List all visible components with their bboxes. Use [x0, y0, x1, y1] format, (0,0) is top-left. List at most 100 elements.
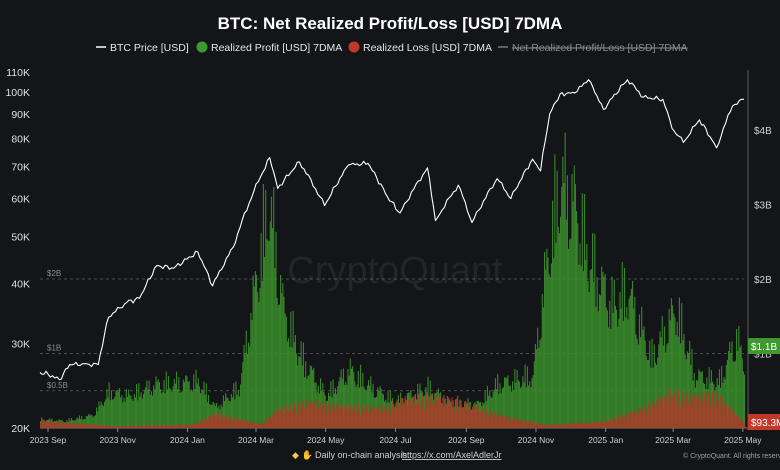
- loss-bar: [262, 422, 265, 428]
- profit-bar: [550, 263, 553, 428]
- loss-bar: [702, 392, 705, 428]
- profit-bar: [419, 383, 421, 428]
- footer-analysis-link[interactable]: https://x.com/AxelAdlerJr: [402, 450, 502, 460]
- loss-bar: [244, 422, 246, 428]
- loss-bar: [473, 403, 475, 428]
- profit-bar: [580, 265, 582, 428]
- profit-bar: [298, 356, 300, 428]
- profit-bar: [364, 389, 366, 428]
- profit-bar: [134, 397, 137, 428]
- loss-bar: [275, 413, 277, 428]
- loss-bar: [344, 406, 346, 428]
- profit-bar: [305, 361, 307, 428]
- profit-bar: [296, 353, 298, 428]
- loss-bar: [395, 402, 397, 428]
- loss-bar: [590, 423, 593, 428]
- profit-bar: [229, 401, 231, 428]
- loss-bar: [424, 408, 426, 428]
- profit-bar: [597, 311, 599, 428]
- profit-bar: [594, 233, 596, 428]
- profit-bar: [129, 394, 131, 428]
- loss-bar: [410, 401, 412, 428]
- loss-bar: [110, 425, 113, 428]
- loss-bar: [336, 403, 338, 428]
- profit-bar: [201, 389, 203, 428]
- loss-bar: [70, 423, 73, 428]
- profit-bar: [84, 418, 86, 428]
- loss-bar: [544, 424, 546, 428]
- loss-bar: [302, 400, 305, 428]
- profit-bar: [656, 364, 658, 428]
- profit-bar: [514, 369, 516, 428]
- loss-bar: [339, 407, 341, 428]
- loss-bar: [628, 417, 630, 428]
- loss-bar: [218, 415, 220, 428]
- loss-bar: [596, 421, 598, 428]
- loss-bar: [241, 420, 243, 428]
- loss-bar: [226, 415, 228, 428]
- loss-bar: [253, 423, 255, 428]
- right-axis: $1B $2B $3B $4B: [747, 70, 772, 430]
- loss-bar: [638, 408, 641, 428]
- profit-bar: [110, 390, 113, 428]
- loss-bar: [136, 425, 138, 428]
- profit-bar: [676, 321, 678, 428]
- loss-bar: [238, 418, 241, 428]
- loss-bar: [554, 423, 556, 428]
- loss-bar: [350, 409, 353, 428]
- profit-bar: [281, 293, 283, 428]
- loss-bar: [139, 425, 141, 428]
- loss-bar: [513, 420, 515, 428]
- profit-bar: [153, 385, 155, 428]
- loss-bar: [677, 389, 679, 428]
- loss-bar: [737, 413, 739, 428]
- loss-bar: [516, 418, 518, 428]
- profit-bar: [489, 390, 491, 428]
- profit-bar: [633, 308, 635, 428]
- loss-bar: [520, 418, 522, 428]
- loss-bar: [357, 403, 359, 428]
- loss-bar: [518, 419, 521, 428]
- profit-bar: [614, 305, 617, 428]
- loss-bar: [309, 403, 311, 428]
- loss-bar: [251, 421, 253, 428]
- loss-bar: [373, 408, 375, 428]
- profit-bar: [309, 365, 311, 428]
- loss-bar: [41, 420, 43, 428]
- profit-bar: [137, 400, 139, 428]
- left-axis-tick-label: 80K: [11, 134, 30, 146]
- loss-bar: [605, 419, 607, 428]
- loss-bar: [54, 420, 57, 428]
- profit-bar: [533, 361, 535, 428]
- loss-bar: [569, 424, 571, 428]
- loss-bar: [558, 423, 561, 428]
- loss-bar: [718, 402, 721, 428]
- loss-bar: [352, 410, 354, 428]
- profit-bar: [617, 326, 619, 428]
- loss-bar: [506, 416, 508, 428]
- loss-bar: [265, 420, 267, 428]
- profit-bar: [544, 251, 546, 428]
- profit-bar: [90, 415, 92, 428]
- profit-bar: [642, 329, 644, 428]
- loss-bar: [101, 424, 103, 428]
- loss-bar: [68, 422, 70, 428]
- loss-bar: [196, 422, 198, 428]
- profit-bar: [682, 340, 684, 428]
- profit-bar: [211, 404, 213, 428]
- loss-bar: [700, 399, 702, 428]
- profit-bar: [172, 386, 174, 428]
- loss-bar: [211, 416, 213, 428]
- loss-bar: [462, 408, 465, 428]
- loss-bar: [93, 424, 95, 428]
- loss-bar: [128, 425, 130, 428]
- profit-bar: [512, 381, 514, 428]
- loss-bar: [500, 419, 502, 428]
- loss-bar: [508, 418, 510, 428]
- profit-bar: [616, 309, 618, 428]
- profit-bar: [104, 401, 106, 428]
- profit-bar: [670, 298, 673, 428]
- profit-bar: [89, 414, 91, 428]
- loss-bar: [205, 419, 207, 428]
- profit-bar: [571, 173, 573, 428]
